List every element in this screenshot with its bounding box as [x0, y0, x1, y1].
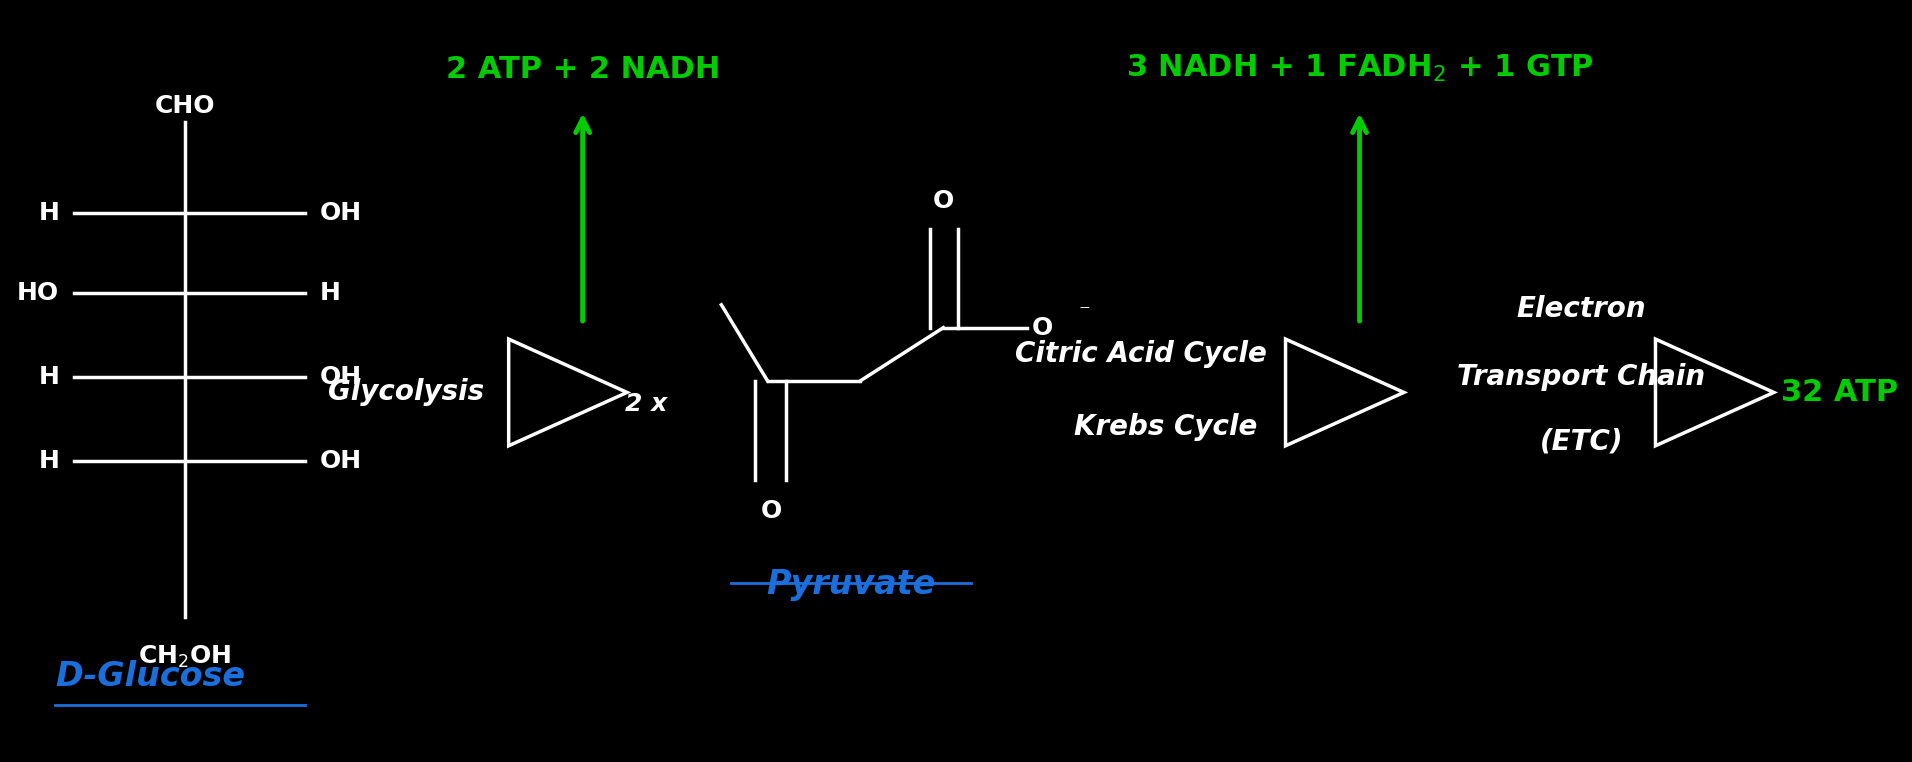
Text: O: O — [1032, 315, 1054, 340]
Text: H: H — [38, 365, 59, 389]
Text: Citric Acid Cycle: Citric Acid Cycle — [1015, 341, 1268, 368]
Text: O: O — [933, 190, 954, 213]
Text: ⁻: ⁻ — [1078, 303, 1090, 322]
Text: HO: HO — [17, 281, 59, 306]
Text: (ETC): (ETC) — [1539, 428, 1623, 456]
Text: CH$_2$OH: CH$_2$OH — [138, 644, 231, 670]
Text: 2 x: 2 x — [625, 392, 667, 416]
Text: H: H — [319, 281, 340, 306]
Text: 2 ATP + 2 NADH: 2 ATP + 2 NADH — [445, 55, 719, 84]
Text: CHO: CHO — [155, 94, 216, 118]
Text: Pyruvate: Pyruvate — [767, 568, 935, 600]
Text: 32 ATP: 32 ATP — [1782, 378, 1899, 407]
Text: O: O — [761, 499, 782, 523]
Text: Krebs Cycle: Krebs Cycle — [1075, 413, 1258, 440]
Text: OH: OH — [319, 449, 361, 473]
Text: Glycolysis: Glycolysis — [329, 379, 484, 406]
Text: D-Glucose: D-Glucose — [55, 661, 245, 693]
Text: OH: OH — [319, 201, 361, 226]
Text: Electron: Electron — [1516, 295, 1646, 322]
Text: OH: OH — [319, 365, 361, 389]
Text: H: H — [38, 449, 59, 473]
Text: 3 NADH + 1 FADH$_2$ + 1 GTP: 3 NADH + 1 FADH$_2$ + 1 GTP — [1126, 53, 1593, 84]
Text: Transport Chain: Transport Chain — [1457, 363, 1706, 391]
Text: H: H — [38, 201, 59, 226]
